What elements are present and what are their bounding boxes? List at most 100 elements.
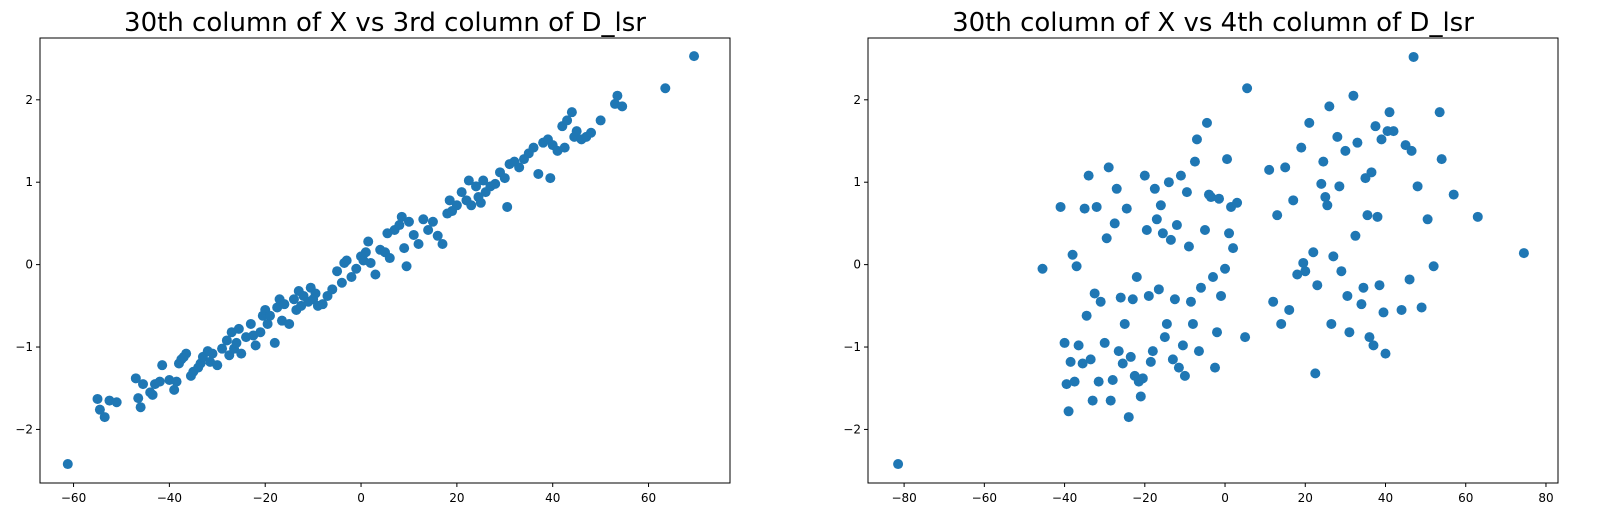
- data-point: [1288, 195, 1299, 206]
- data-point: [130, 373, 141, 384]
- data-point: [432, 230, 443, 241]
- data-point: [1362, 210, 1373, 221]
- x-tick-label: 20: [449, 491, 464, 505]
- data-point: [559, 142, 570, 153]
- data-point: [1067, 249, 1078, 260]
- x-tick-label: 20: [1298, 491, 1313, 505]
- data-point: [1163, 177, 1174, 188]
- data-point: [1220, 263, 1231, 274]
- data-point: [1099, 337, 1110, 348]
- data-point: [478, 175, 489, 186]
- data-point: [1167, 354, 1178, 365]
- data-point: [1272, 210, 1283, 221]
- data-point: [1061, 379, 1072, 390]
- data-point: [1159, 332, 1170, 343]
- data-point: [893, 459, 904, 470]
- data-point: [336, 277, 347, 288]
- data-point: [1037, 263, 1048, 274]
- data-point: [466, 200, 477, 211]
- data-point: [1380, 348, 1391, 359]
- data-point: [62, 459, 73, 470]
- data-point: [427, 216, 438, 227]
- data-point: [1077, 358, 1088, 369]
- data-point: [1153, 284, 1164, 295]
- data-point: [1063, 406, 1074, 417]
- data-point: [1083, 170, 1094, 181]
- data-point: [317, 299, 328, 310]
- data-point: [1518, 248, 1529, 259]
- data-point: [138, 379, 149, 390]
- data-point: [1422, 214, 1433, 225]
- data-point: [1059, 337, 1070, 348]
- data-point: [147, 389, 158, 400]
- data-point: [1123, 412, 1134, 423]
- data-point: [1113, 346, 1124, 357]
- data-point: [370, 269, 381, 280]
- x-tick-label: −80: [891, 491, 916, 505]
- data-point: [207, 348, 218, 359]
- x-tick-label: −60: [972, 491, 997, 505]
- data-point: [1326, 318, 1337, 329]
- y-tick-label: 0: [25, 258, 33, 272]
- data-point: [1280, 162, 1291, 173]
- data-point: [1228, 243, 1239, 254]
- x-tick-label: −20: [253, 491, 278, 505]
- data-point: [1334, 181, 1345, 192]
- data-point: [1408, 51, 1419, 62]
- data-point: [423, 225, 434, 236]
- x-tick-label: −40: [157, 491, 182, 505]
- data-point: [471, 181, 482, 192]
- data-point: [1388, 126, 1399, 137]
- data-point: [1216, 290, 1227, 301]
- x-tick-label: 80: [1538, 491, 1553, 505]
- data-point: [288, 294, 299, 305]
- y-tick-label: −1: [15, 340, 33, 354]
- x-tick-label: 40: [1378, 491, 1393, 505]
- data-point: [1111, 183, 1122, 194]
- data-point: [1155, 200, 1166, 211]
- data-point: [394, 220, 405, 231]
- data-point: [1374, 280, 1385, 291]
- data-point: [586, 127, 597, 138]
- data-point: [399, 243, 410, 254]
- data-point: [154, 376, 165, 387]
- data-point: [1199, 225, 1210, 236]
- data-point: [1428, 261, 1439, 272]
- data-point: [612, 90, 623, 101]
- data-point: [1264, 164, 1275, 175]
- x-tick-label: 40: [545, 491, 560, 505]
- data-point: [528, 142, 539, 153]
- data-point: [346, 271, 357, 282]
- data-point: [1085, 354, 1096, 365]
- data-point: [1404, 274, 1415, 285]
- data-point: [111, 397, 122, 408]
- data-point: [1328, 251, 1339, 262]
- data-point: [1344, 327, 1355, 338]
- data-point: [1141, 225, 1152, 236]
- data-point: [1131, 271, 1142, 282]
- data-point: [1189, 156, 1200, 167]
- axes-frame-right: [867, 37, 1559, 484]
- scatter-points-left: [62, 51, 700, 470]
- chart-title-left: 30th column of X vs 3rd column of D_lsr: [124, 8, 646, 38]
- data-point: [94, 404, 105, 415]
- data-point: [499, 173, 510, 184]
- data-point: [1165, 234, 1176, 245]
- data-point: [1173, 362, 1184, 373]
- data-point: [1378, 307, 1389, 318]
- data-point: [351, 263, 362, 274]
- data-point: [1115, 292, 1126, 303]
- data-point: [514, 162, 525, 173]
- data-point: [1079, 203, 1090, 214]
- chart-right: 30th column of X vs 4th column of D_lsr …: [843, 8, 1559, 505]
- data-point: [1308, 247, 1319, 258]
- data-point: [617, 101, 628, 112]
- data-point: [1284, 304, 1295, 315]
- data-point: [92, 393, 103, 404]
- data-point: [444, 195, 455, 206]
- data-point: [1073, 340, 1084, 351]
- data-point: [255, 327, 266, 338]
- data-point: [1350, 230, 1361, 241]
- data-point: [408, 229, 419, 240]
